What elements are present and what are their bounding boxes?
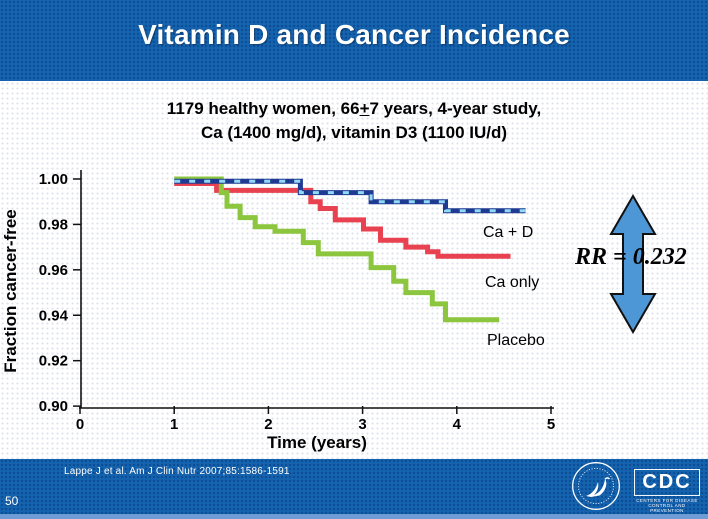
x-tick-label: 5 — [547, 416, 555, 433]
hhs-seal-icon — [572, 462, 620, 510]
series-placebo-line — [174, 176, 500, 323]
x-tick-label: 4 — [453, 416, 462, 433]
series-ca-d-dashes — [174, 179, 526, 213]
y-tick-label: 0.96 — [39, 262, 68, 279]
survival-chart: 1.00 0.98 0.96 0.94 0.92 0.90 0 1 2 3 4 5 Time (year… — [1, 170, 555, 452]
plus-minus-sign: + — [359, 99, 370, 118]
x-tick-label: 0 — [76, 416, 84, 433]
slide-number: 50 — [5, 494, 19, 508]
study-subtitle-line1: 1179 healthy women, 66+7 years, 4-year s… — [0, 97, 708, 121]
x-axis-title: Time (years) — [267, 433, 367, 452]
study-subtitle: 1179 healthy women, 66+7 years, 4-year s… — [0, 97, 708, 145]
citation: Lappe J et al. Am J Clin Nutr 2007;85:15… — [64, 466, 290, 477]
y-tick-label: 0.94 — [39, 307, 69, 324]
slide-header: Vitamin D and Cancer Incidence — [0, 0, 708, 81]
y-tick-label: 1.00 — [39, 171, 68, 188]
subtitle-text: 1179 healthy women, 66 — [166, 99, 360, 118]
y-tick-label: 0.98 — [39, 216, 68, 233]
cdc-logo: CDC CENTERS FOR DISEASE CONTROL AND PREV… — [634, 469, 700, 513]
series-ca-d-label: Ca + D — [483, 224, 533, 241]
slide-body: 1179 healthy women, 66+7 years, 4-year s… — [0, 81, 708, 459]
cdc-caption-line2: CONTROL AND PREVENTION — [648, 503, 686, 513]
series-placebo-label: Placebo — [487, 332, 545, 349]
x-tick-label: 3 — [358, 416, 366, 433]
slide-footer: Lappe J et al. Am J Clin Nutr 2007;85:15… — [0, 459, 708, 519]
footer-accent-strip — [0, 514, 708, 519]
rr-arrow-shape — [609, 194, 657, 334]
y-axis-title: Fraction cancer-free — [1, 209, 20, 372]
hhs-eagle-icon — [586, 479, 607, 497]
cdc-logo-caption: CENTERS FOR DISEASE CONTROL AND PREVENTI… — [634, 498, 700, 513]
slide-title: Vitamin D and Cancer Incidence — [138, 18, 570, 50]
subtitle-text: 7 years, 4-year study, — [369, 99, 542, 118]
cdc-logo-acronym: CDC — [634, 469, 700, 496]
y-tick-label: 0.90 — [39, 398, 68, 415]
rr-annotation: RR = 0.232 — [575, 244, 687, 270]
x-tick-label: 1 — [170, 416, 178, 433]
x-tick-label: 2 — [264, 416, 272, 433]
y-tick-label: 0.92 — [39, 353, 68, 370]
study-subtitle-line2: Ca (1400 mg/d), vitamin D3 (1100 IU/d) — [200, 123, 508, 142]
rr-double-arrow-icon — [609, 194, 657, 334]
series-ca-only-label: Ca only — [485, 274, 539, 291]
cdc-caption-line1: CENTERS FOR DISEASE — [636, 498, 698, 503]
